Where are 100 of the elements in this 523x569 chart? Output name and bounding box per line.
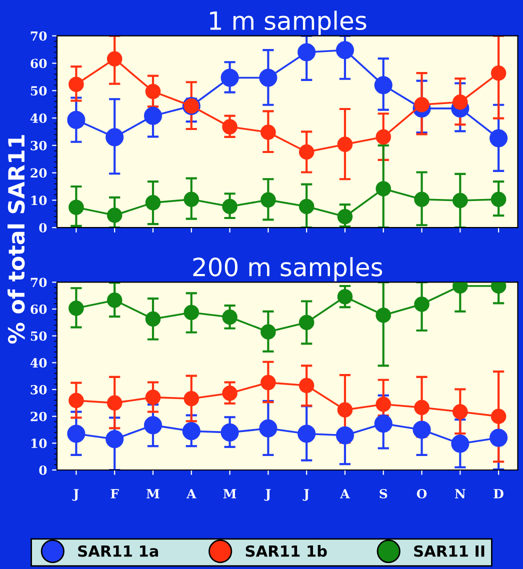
chart-title: 200 m samples xyxy=(193,257,382,282)
y-tick-label: 30 xyxy=(30,384,47,394)
point xyxy=(184,192,200,208)
point xyxy=(490,428,508,447)
y-axis-title: % of total SAR11 xyxy=(8,135,25,344)
x-tick-label: N xyxy=(455,489,466,498)
y-tick-label: 60 xyxy=(30,304,47,314)
point xyxy=(414,400,430,416)
point xyxy=(67,110,86,129)
y-tick-label: 30 xyxy=(30,140,47,150)
x-tick-label: S xyxy=(380,488,388,498)
point xyxy=(106,395,122,411)
point xyxy=(336,426,354,444)
point xyxy=(260,324,276,340)
y-tick-label: 40 xyxy=(30,114,47,123)
point xyxy=(298,378,314,394)
point xyxy=(106,430,124,448)
point xyxy=(337,289,353,304)
point xyxy=(376,396,392,412)
point xyxy=(376,181,392,196)
y-tick-label: 20 xyxy=(30,412,47,422)
chart-title: 1 m samples xyxy=(210,10,366,35)
point xyxy=(337,136,353,152)
point xyxy=(298,43,316,62)
point xyxy=(182,422,200,440)
point xyxy=(259,68,278,87)
y-tick-label: 70 xyxy=(30,31,47,41)
point xyxy=(336,41,354,60)
point xyxy=(145,84,161,100)
point xyxy=(337,209,353,224)
x-tick-label: J xyxy=(264,489,271,501)
y-tick-label: 70 xyxy=(30,278,47,288)
point xyxy=(452,94,468,110)
y-tick-label: 10 xyxy=(31,438,47,448)
x-tick-label: J xyxy=(72,489,79,501)
point xyxy=(412,420,431,439)
point xyxy=(68,200,84,215)
point xyxy=(490,408,506,424)
point xyxy=(374,414,392,433)
point xyxy=(68,76,84,92)
x-tick-label: M xyxy=(223,489,236,498)
point xyxy=(220,423,239,442)
x-tick-label: D xyxy=(494,489,504,498)
point xyxy=(67,424,86,443)
point xyxy=(68,300,84,316)
x-tick-label: A xyxy=(186,489,196,498)
y-tick-label: 50 xyxy=(30,86,47,96)
y-tick-label: 50 xyxy=(30,331,47,341)
x-tick-label: M xyxy=(146,489,160,498)
point xyxy=(222,309,238,325)
x-tick-label: O xyxy=(416,488,427,498)
point xyxy=(490,192,506,208)
point xyxy=(490,65,506,81)
point xyxy=(260,192,276,208)
point xyxy=(260,374,276,390)
point xyxy=(222,386,238,401)
point xyxy=(376,308,392,323)
point xyxy=(298,314,314,330)
point xyxy=(376,129,392,145)
point xyxy=(106,128,124,146)
point xyxy=(184,391,200,406)
y-tick-label: 20 xyxy=(30,168,47,178)
point xyxy=(68,392,84,408)
point xyxy=(414,192,430,208)
point xyxy=(106,292,122,308)
point xyxy=(414,96,430,112)
y-tick-label: 0 xyxy=(39,223,47,233)
point xyxy=(184,304,200,320)
legend-label: SAR11 1a xyxy=(78,545,158,557)
point xyxy=(298,144,314,160)
point xyxy=(220,68,239,87)
point xyxy=(145,311,161,327)
point xyxy=(259,419,278,438)
legend-label: SAR11 1b xyxy=(246,545,327,557)
point xyxy=(106,51,122,66)
y-tick-label: 10 xyxy=(31,196,47,206)
point xyxy=(145,195,161,210)
legend-label: SAR11 II xyxy=(414,545,484,557)
y-tick-label: 0 xyxy=(39,465,47,475)
point xyxy=(260,124,276,140)
point xyxy=(222,198,238,214)
x-tick-label: F xyxy=(110,489,119,498)
point xyxy=(106,208,122,223)
y-tick-label: 40 xyxy=(30,358,47,368)
point xyxy=(222,119,238,134)
point xyxy=(298,424,316,443)
x-tick-label: A xyxy=(340,489,350,498)
y-tick-label: 60 xyxy=(30,58,47,68)
x-tick-label: J xyxy=(302,489,310,501)
point xyxy=(144,416,162,434)
point xyxy=(374,76,392,94)
point xyxy=(145,390,161,405)
point xyxy=(452,404,468,420)
point xyxy=(451,434,470,453)
point xyxy=(490,129,508,148)
point xyxy=(144,106,162,125)
point xyxy=(414,296,430,312)
point xyxy=(452,192,468,208)
point xyxy=(298,198,314,214)
point xyxy=(337,402,353,418)
